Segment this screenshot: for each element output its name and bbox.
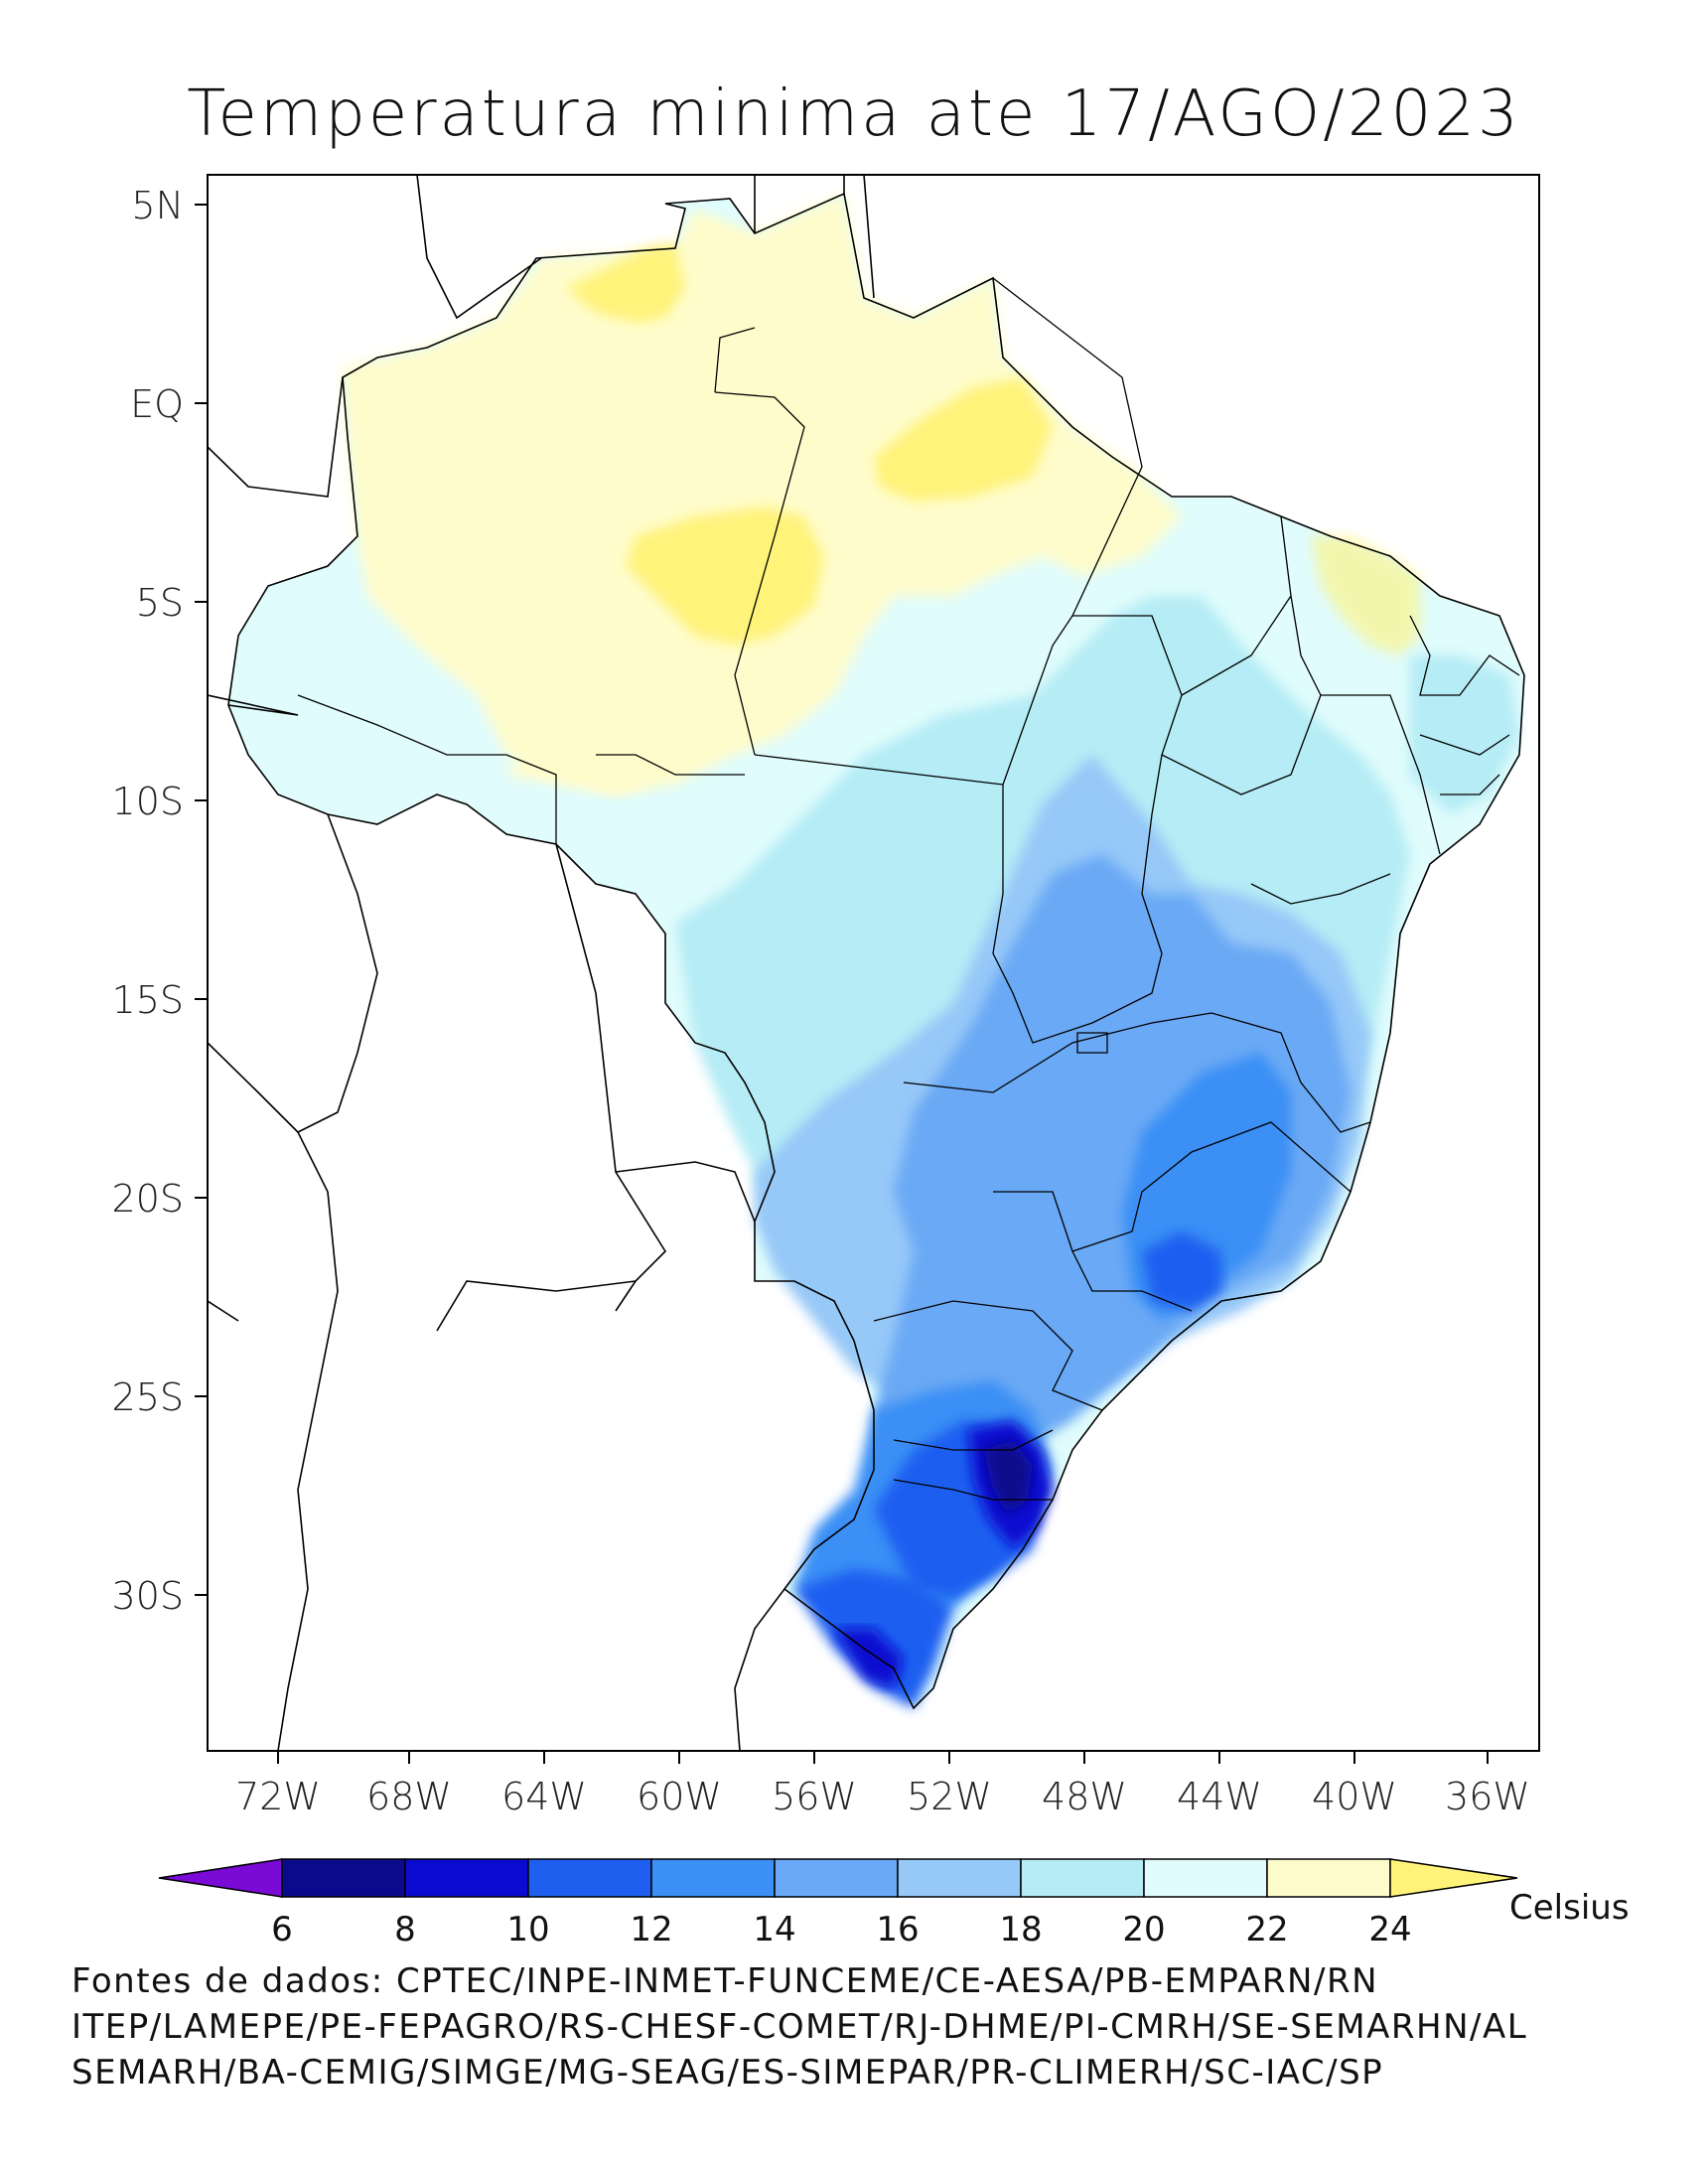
colorbar-arrow-low <box>158 1858 283 1898</box>
zone-22-24-ceara <box>1311 536 1420 655</box>
colorbar-box <box>404 1858 529 1898</box>
lat-tick-label: 30S <box>112 1574 184 1618</box>
colorbar-level-label: 20 <box>1122 1910 1165 1949</box>
lat-tick-label: 20S <box>112 1177 184 1221</box>
guiana-border <box>754 175 875 299</box>
data-sources: Fontes de dados: CPTEC/INPE-INMET-FUNCEM… <box>71 1958 1700 2095</box>
brazil-border <box>227 192 1525 1710</box>
lat-tick-label: 5N <box>131 184 184 227</box>
colorbar-level-label: 8 <box>394 1910 416 1949</box>
country-boundaries <box>208 175 1525 1751</box>
colorbar-box <box>1266 1858 1391 1898</box>
colorbar-level-label: 24 <box>1368 1910 1411 1949</box>
colorbar-box <box>774 1858 899 1898</box>
sources-line: SEMARH/BA-CEMIG/SIMGE/MG-SEAG/ES-SIMEPAR… <box>71 2053 1384 2093</box>
venezuela-border <box>416 175 542 320</box>
colorbar-level-label: 12 <box>630 1910 672 1949</box>
paraguay-argentina-border <box>436 1161 756 1332</box>
colorbar-level-label: 18 <box>999 1910 1042 1949</box>
colombia-peru-border <box>208 376 344 716</box>
lon-tick-label: 68W <box>366 1775 452 1818</box>
colorbar-box <box>1020 1858 1145 1898</box>
sources-line: Fontes de dados: CPTEC/INPE-INMET-FUNCEM… <box>71 1961 1379 2001</box>
temperature-field <box>228 194 1524 1708</box>
zone-8-10-rs <box>834 1629 904 1688</box>
colorbar-box <box>281 1858 406 1898</box>
zone-22-24-north <box>343 194 1182 794</box>
lat-tick-labels: 5N EQ 5S 10S 15S 20S 25S 30S <box>112 184 184 1618</box>
bolivia-paraguay-border <box>555 843 667 1312</box>
colorbar-level-label: 6 <box>271 1910 293 1949</box>
colorbar-box <box>897 1858 1022 1898</box>
zone-22-24-mid-yellow <box>506 735 645 794</box>
colorbar-level-label: 16 <box>876 1910 919 1949</box>
lon-tick-label: 48W <box>1042 1775 1127 1818</box>
lat-axis <box>195 204 208 1596</box>
zone-24-amazon-center <box>626 506 824 646</box>
colorbar-arrow-high <box>1389 1858 1518 1898</box>
argentina-chile-border <box>277 1191 339 1751</box>
zone-14-16 <box>874 854 1351 1549</box>
lat-tick-label: 25S <box>112 1375 184 1419</box>
lat-tick-label: 5S <box>136 581 184 625</box>
lon-tick-label: 36W <box>1445 1775 1530 1818</box>
peru-coast <box>208 1042 299 1322</box>
lon-axis <box>277 1751 1489 1764</box>
lon-tick-label: 64W <box>501 1775 587 1818</box>
lon-tick-labels: 72W 68W 64W 60W 56W 52W 48W 44W 40W 36W <box>235 1775 1530 1818</box>
colorbar-level-label: 22 <box>1245 1910 1288 1949</box>
lon-tick-label: 60W <box>637 1775 722 1818</box>
colorbar: 6 8 10 12 14 16 18 20 22 24 <box>158 1858 1518 1949</box>
lat-tick-label: 10S <box>112 780 184 823</box>
lon-tick-label: 72W <box>235 1775 321 1818</box>
zone-10-12-se <box>1142 1231 1221 1311</box>
state-boundaries <box>297 277 1520 1501</box>
lon-tick-label: 52W <box>907 1775 992 1818</box>
lon-tick-label: 44W <box>1177 1775 1262 1818</box>
colorbar-level-label: 10 <box>506 1910 549 1949</box>
colorbar-level-label: 14 <box>753 1910 795 1949</box>
lat-tick-label: EQ <box>130 382 184 426</box>
zone-24-amapa <box>874 377 1053 502</box>
zone-24-roraima <box>566 243 685 323</box>
sources-line: ITEP/LAMEPE/PE-FEPAGRO/RS-CHESF-COMET/RJ… <box>71 2007 1528 2047</box>
lon-tick-label: 40W <box>1312 1775 1397 1818</box>
argentina-uruguay-border <box>734 1588 785 1751</box>
zone-6-8-core <box>983 1440 1033 1515</box>
colorbar-box <box>650 1858 776 1898</box>
lon-tick-label: 56W <box>772 1775 857 1818</box>
colorbar-unit: Celsius <box>1509 1888 1630 1928</box>
colorbar-box <box>527 1858 652 1898</box>
colorbar-box <box>1143 1858 1268 1898</box>
map-title: Temperatura minima ate 17/AGO/2023 <box>187 77 1521 151</box>
lat-tick-label: 15S <box>112 978 184 1022</box>
